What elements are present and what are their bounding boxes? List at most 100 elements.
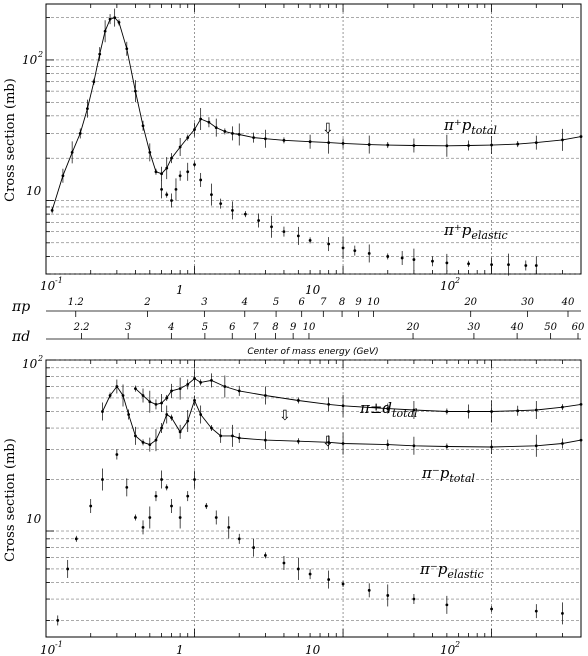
point--p-elastic	[327, 578, 331, 581]
point--p-elastic	[186, 170, 190, 174]
top-arrow-annotation: ⇩	[322, 121, 334, 137]
curve--p-total	[51, 17, 582, 211]
point--p-elastic	[431, 259, 434, 263]
bottom-chart: Cross section (mb) 10 10 2 π±dtotal π⁻pt…	[3, 354, 583, 656]
pi-d-tick-label: 8	[272, 322, 278, 333]
point--p-elastic	[282, 561, 286, 565]
middle-axes: 10 -1 1 10 10 2 πp 1.2 2 3 4 5 6 7 8 9 10 20 30 40 π…	[11, 276, 585, 357]
point--p-elastic	[101, 478, 104, 481]
point--p-elastic	[400, 256, 404, 260]
xtick-bottom-0.1: 10	[40, 643, 56, 656]
point--p-elastic	[134, 516, 137, 519]
pi-p-tick-label: 7	[320, 297, 327, 308]
bottom-label-pimp-total: π⁻ptotal	[421, 464, 475, 485]
bottom-arrow-2: ⇩	[322, 434, 334, 450]
point--p-elastic	[353, 249, 357, 253]
xtick-bottom-1: 1	[176, 643, 184, 656]
pi-p-axis-label: πp	[11, 299, 30, 315]
pi-p-tick-label: 3	[201, 297, 207, 308]
point--p-elastic	[308, 572, 312, 576]
xtick-bottom-100: 10	[440, 643, 456, 656]
point--p-elastic	[165, 193, 169, 197]
point--p-elastic	[467, 262, 470, 266]
point--p-elastic	[327, 242, 331, 246]
point--p-elastic	[227, 525, 231, 529]
point--p-elastic	[257, 219, 260, 222]
bottom-plot-frame	[45, 359, 582, 638]
point--p-elastic	[170, 199, 173, 202]
top-ytick-100-exp: 2	[37, 50, 43, 59]
point--p-elastic	[367, 588, 371, 592]
point--p-elastic	[178, 516, 182, 519]
pi-d-tick-label: 9	[290, 322, 297, 333]
center-of-mass-label: Center of mass energy (GeV)	[247, 347, 378, 357]
pi-d-tick-label: 3	[125, 322, 131, 333]
point--p-elastic	[115, 453, 119, 456]
xtick-top-100-exp: 2	[454, 276, 460, 285]
point--p-elastic	[490, 607, 493, 611]
bottom-arrow-1: ⇩	[279, 408, 291, 424]
top-ylabel: Cross section (mb)	[3, 78, 18, 202]
bottom-ylabel: Cross section (mb)	[3, 438, 18, 562]
pi-d-axis-label: πd	[11, 329, 30, 345]
top-ytick-100: 10	[22, 53, 38, 67]
pi-p-tick-label: 9	[355, 297, 362, 308]
point--p-elastic	[534, 264, 538, 267]
point--p-elastic	[412, 597, 416, 601]
xtick-top-100: 10	[440, 279, 456, 293]
point--p-elastic	[386, 594, 390, 597]
pi-d-tick-label: 30	[468, 322, 481, 333]
point--p-elastic	[561, 611, 564, 615]
point--p-elastic	[252, 546, 256, 549]
point--p-elastic	[534, 609, 538, 613]
point--p-elastic	[296, 234, 300, 238]
point--p-total	[50, 209, 54, 212]
point--p-elastic	[445, 603, 449, 607]
pi-d-tick-label: 50	[544, 322, 557, 333]
pi-p-tick-label: 30	[521, 297, 534, 308]
point--p-elastic	[524, 264, 528, 267]
xtick-bottom-10: 10	[305, 643, 321, 656]
xtick-top-1: 1	[176, 283, 184, 297]
point--p-elastic	[210, 193, 213, 197]
top-label-pip-elastic: π⁺pelastic	[443, 221, 508, 242]
bottom-points	[56, 369, 583, 626]
bottom-label-pid-total: π±dtotal	[359, 399, 418, 420]
point--p-elastic	[141, 525, 145, 529]
bottom-label-pimp-elastic: π⁻pelastic	[419, 560, 484, 581]
point--p-elastic	[125, 485, 129, 489]
point--p-elastic	[341, 246, 345, 250]
top-ytick-10: 10	[26, 184, 42, 198]
bottom-ytick-10: 10	[26, 512, 42, 526]
pi-d-tick-label: 7	[252, 322, 259, 333]
pi-p-tick-label: 4	[241, 297, 248, 308]
point--p-elastic	[193, 478, 196, 481]
pi-d-tick-label: 10	[303, 322, 316, 333]
point--p-elastic	[308, 239, 312, 242]
pi-p-ticks: 1.2 2 3 4 5 6 7 8 9 10 20 30 40	[68, 297, 575, 317]
point--p-elastic	[237, 537, 241, 541]
xtick-bottom-0.1-exp: -1	[55, 640, 63, 649]
top-chart: Cross section (mb) 10 10 2 π⁺ptotal π⁺pe…	[3, 3, 583, 276]
xtick-top-10: 10	[305, 283, 321, 297]
point--p-elastic	[154, 494, 158, 498]
pi-p-tick-label: 10	[367, 297, 380, 308]
point--p-elastic	[160, 187, 163, 191]
pi-d-tick-label: 4	[167, 322, 174, 333]
point--p-total	[579, 135, 583, 138]
point--p-elastic	[270, 225, 273, 229]
pi-d-tick-label: 20	[406, 322, 420, 333]
point--p-elastic	[445, 261, 449, 265]
pi-p-tick-label: 1.2	[68, 297, 84, 308]
pi-d-tick-label: 6	[229, 322, 236, 333]
top-grid	[45, 4, 582, 275]
point--p-elastic	[507, 263, 510, 266]
pi-p-tick-label: 5	[273, 297, 279, 308]
point--p-elastic	[199, 178, 203, 182]
point--p-elastic	[231, 209, 234, 212]
point--p-elastic	[66, 567, 70, 571]
point--p-elastic	[219, 202, 223, 206]
point--p-elastic	[160, 478, 163, 481]
pi-p-tick-label: 8	[339, 297, 345, 308]
point--p-elastic	[490, 263, 493, 266]
